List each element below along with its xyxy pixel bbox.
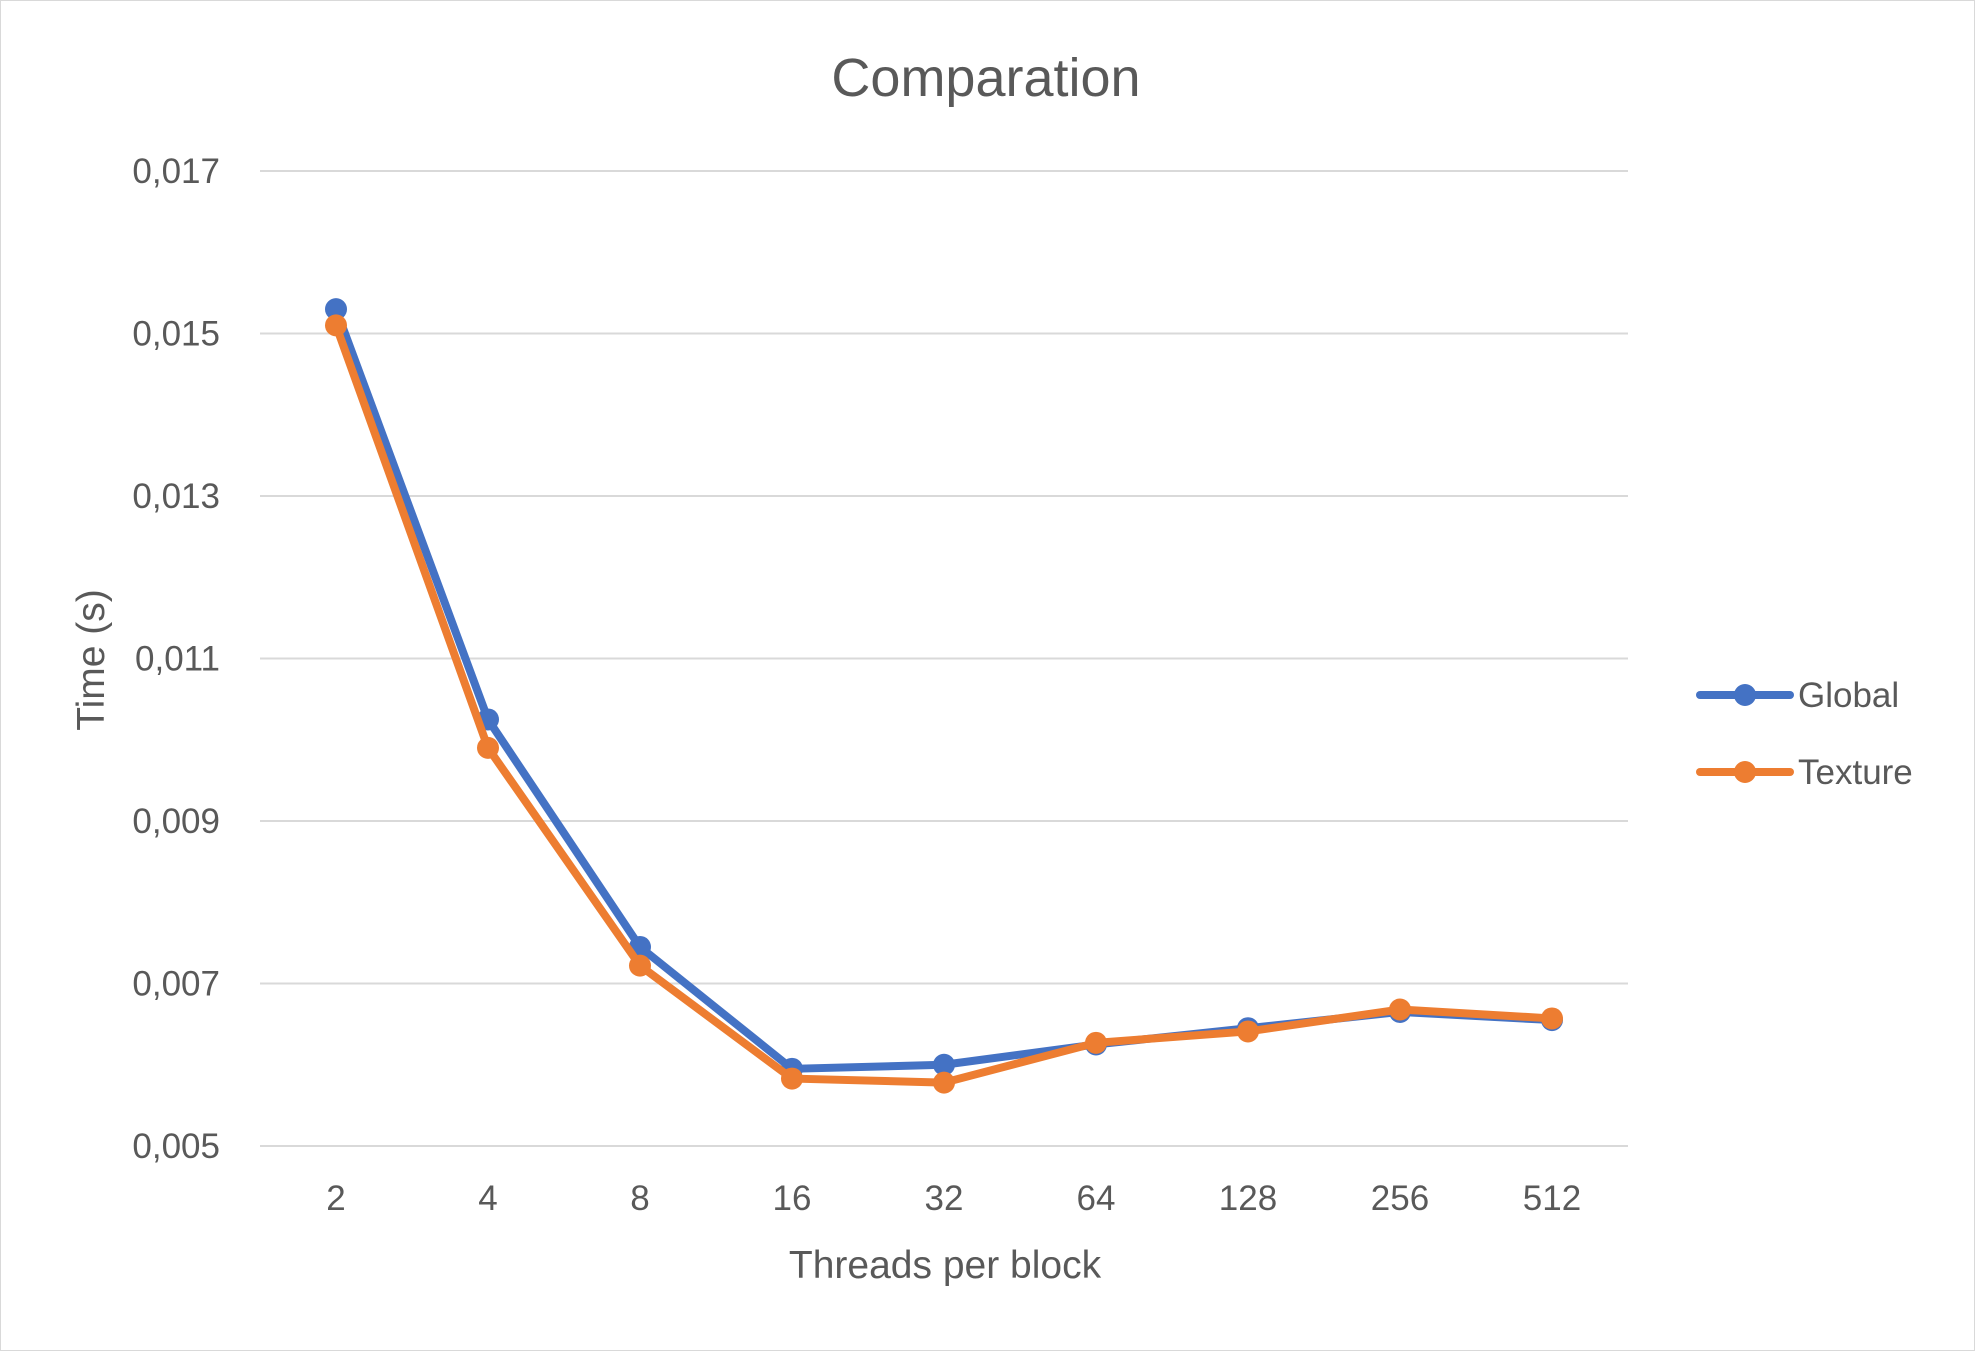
x-tick-label: 256	[1371, 1179, 1429, 1218]
x-tick-label: 32	[925, 1179, 964, 1218]
chart-title: Comparation	[831, 48, 1140, 108]
x-tick-label: 128	[1219, 1179, 1277, 1218]
legend-marker-texture	[1734, 761, 1756, 783]
y-tick-label: 0,013	[132, 477, 220, 516]
legend-item-global: Global	[1696, 676, 1899, 715]
data-point-texture	[477, 736, 499, 759]
x-axis-ticks: 2 4 8 16 32 64 128 256 512	[326, 1179, 1581, 1218]
data-point-global	[325, 298, 347, 321]
data-point-texture	[1237, 1020, 1259, 1043]
x-tick-label: 16	[773, 1179, 812, 1218]
x-tick-label: 512	[1523, 1179, 1581, 1218]
x-tick-label: 64	[1077, 1179, 1116, 1218]
y-tick-label: 0,011	[135, 640, 220, 679]
gridlines	[260, 170, 1628, 1147]
series-line-global	[332, 305, 1556, 1073]
data-point-texture	[1085, 1031, 1107, 1054]
y-tick-label: 0,005	[132, 1127, 220, 1166]
series-texture	[325, 314, 1563, 1094]
series-lines	[325, 298, 1563, 1094]
data-point-global	[933, 1053, 955, 1076]
series-line-texture	[332, 321, 1556, 1087]
x-axis-title: Threads per block	[789, 1244, 1102, 1287]
x-tick-label: 8	[630, 1179, 649, 1218]
y-axis-ticks: 0,005 0,007 0,009 0,011 0,013 0,015 0,017	[132, 152, 220, 1166]
data-point-texture	[781, 1067, 803, 1090]
legend-marker-global	[1734, 684, 1756, 706]
y-tick-label: 0,009	[132, 802, 220, 841]
data-point-texture	[933, 1071, 955, 1094]
data-point-texture	[1389, 998, 1411, 1021]
y-tick-label: 0,007	[132, 965, 220, 1004]
legend-item-texture: Texture	[1696, 753, 1913, 792]
data-point-texture	[1541, 1007, 1563, 1030]
series-global	[325, 298, 1563, 1080]
legend-label-global: Global	[1798, 676, 1899, 715]
x-tick-label: 4	[478, 1179, 497, 1218]
y-tick-label: 0,015	[132, 315, 220, 354]
y-tick-label: 0,017	[132, 152, 220, 191]
data-point-texture	[629, 954, 651, 977]
data-point-texture	[325, 314, 347, 337]
x-tick-label: 2	[326, 1179, 345, 1218]
legend-label-texture: Texture	[1798, 753, 1913, 792]
y-axis-title: Time (s)	[70, 589, 113, 731]
legend: Global Texture	[1696, 676, 1913, 792]
